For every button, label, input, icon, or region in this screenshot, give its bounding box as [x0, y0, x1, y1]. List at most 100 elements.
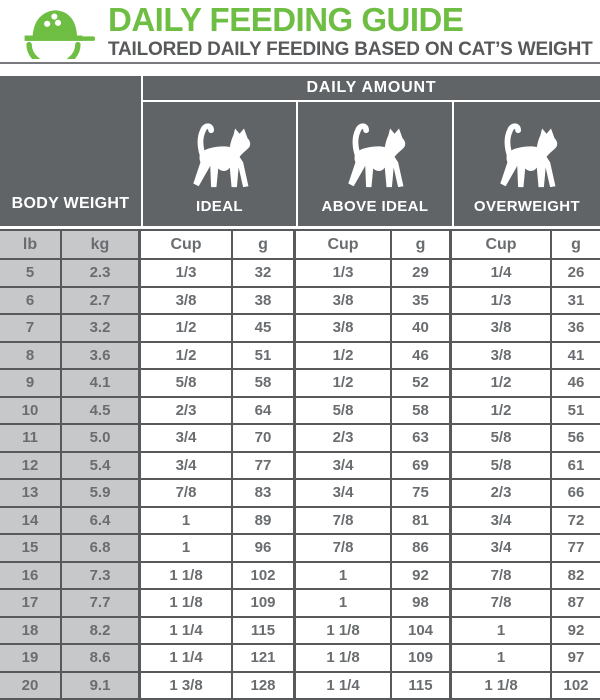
- cat-icon: [192, 123, 250, 188]
- weight-category-groups: IDEAL ABOVE IDEAL OVERWEIGHT: [143, 102, 600, 226]
- table-cell: 77: [552, 535, 600, 563]
- table-cell: 1 1/4: [141, 617, 233, 645]
- group-above-ideal: ABOVE IDEAL: [298, 102, 452, 226]
- table-cell: 3/4: [452, 507, 552, 535]
- table-cell: 5/8: [452, 425, 552, 453]
- table-cell: 51: [233, 342, 296, 370]
- table-cell: 61: [552, 452, 600, 480]
- table-cell: 1/2: [296, 370, 392, 398]
- feeding-table: lb kg Cup g Cup g Cup g 5 2.3 1/3 32 1/3 29 1/4 26 6 2.7 3…: [0, 229, 600, 700]
- column-header-cell: g: [392, 231, 452, 260]
- table-cell: 45: [233, 315, 296, 343]
- table-cell: 12: [0, 452, 62, 480]
- table-cell: 3/4: [296, 480, 392, 508]
- table-cell: 31: [552, 287, 600, 315]
- table-cell: 17: [0, 590, 62, 618]
- table-cell: 5.4: [62, 452, 141, 480]
- table-cell: 3/8: [296, 287, 392, 315]
- table-cell: 83: [233, 480, 296, 508]
- table-cell: 1/2: [141, 342, 233, 370]
- table-cell: 1: [296, 590, 392, 618]
- column-header-cell: Cup: [141, 231, 233, 260]
- table-cell: 1 1/8: [141, 590, 233, 618]
- table-cell: 3.6: [62, 342, 141, 370]
- page-subtitle: TAILORED DAILY FEEDING BASED ON CAT’S WE…: [108, 39, 593, 60]
- group-label-overweight: OVERWEIGHT: [473, 198, 581, 215]
- table-cell: 2/3: [296, 425, 392, 453]
- group-overweight: OVERWEIGHT: [454, 102, 600, 226]
- table-cell: 19: [0, 645, 62, 673]
- table-cell: 1/4: [452, 260, 552, 288]
- table-cell: 72: [552, 507, 600, 535]
- table-cell: 36: [552, 315, 600, 343]
- table-cell: 63: [392, 425, 452, 453]
- table-cell: 98: [392, 590, 452, 618]
- table-cell: 5/8: [296, 397, 392, 425]
- table-cell: 9.1: [62, 672, 141, 700]
- table-cell: 26: [552, 260, 600, 288]
- table-cell: 1 1/8: [452, 672, 552, 700]
- food-bowl-icon: [24, 10, 96, 59]
- column-header-cell: Cup: [452, 231, 552, 260]
- table-cell: 89: [233, 507, 296, 535]
- table-cell: 92: [552, 617, 600, 645]
- table-cell: 75: [392, 480, 452, 508]
- group-divider: [296, 102, 298, 226]
- table-cell: 7.3: [62, 562, 141, 590]
- group-label-above-ideal: ABOVE IDEAL: [321, 198, 429, 215]
- table-cell: 40: [392, 315, 452, 343]
- table-cell: 5/8: [452, 452, 552, 480]
- header-titles: DAILY FEEDING GUIDE TAILORED DAILY FEEDI…: [108, 3, 593, 61]
- body-weight-header: BODY WEIGHT: [11, 195, 130, 212]
- table-cell: 6: [0, 287, 62, 315]
- table-cell: 35: [392, 287, 452, 315]
- column-header-cell: g: [552, 231, 600, 260]
- table-cell: 82: [552, 562, 600, 590]
- table-cell: 121: [233, 645, 296, 673]
- table-cell: 1 1/8: [296, 617, 392, 645]
- table-cell: 81: [392, 507, 452, 535]
- table-cell: 7/8: [452, 590, 552, 618]
- table-cell: 3/8: [296, 315, 392, 343]
- table-cell: 4.5: [62, 397, 141, 425]
- table-cell: 1: [452, 617, 552, 645]
- table-cell: 2/3: [141, 397, 233, 425]
- table-cell: 7/8: [452, 562, 552, 590]
- table-cell: 3.2: [62, 315, 141, 343]
- table-cell: 18: [0, 617, 62, 645]
- table-cell: 46: [392, 342, 452, 370]
- daily-amount-header: DAILY AMOUNT: [143, 76, 600, 102]
- table-cell: 2/3: [452, 480, 552, 508]
- table-cell: 5.9: [62, 480, 141, 508]
- table-cell: 56: [552, 425, 600, 453]
- table-cell: 6.4: [62, 507, 141, 535]
- table-cell: 77: [233, 452, 296, 480]
- table-cell: 69: [392, 452, 452, 480]
- table-cell: 115: [233, 617, 296, 645]
- table-cell: 1 1/4: [296, 672, 392, 700]
- table-cell: 2.3: [62, 260, 141, 288]
- table-cell: 9: [0, 370, 62, 398]
- header-divider: [0, 62, 600, 64]
- group-ideal: IDEAL: [143, 102, 296, 226]
- table-cell: 102: [233, 562, 296, 590]
- table-cell: 20: [0, 672, 62, 700]
- group-label-ideal: IDEAL: [196, 198, 243, 215]
- table-cell: 1: [141, 535, 233, 563]
- table-cell: 1 1/8: [296, 645, 392, 673]
- banner-divider: [141, 76, 143, 226]
- table-cell: 109: [392, 645, 452, 673]
- table-cell: 11: [0, 425, 62, 453]
- table-cell: 1/2: [452, 397, 552, 425]
- table-cell: 41: [552, 342, 600, 370]
- table-cell: 51: [552, 397, 600, 425]
- cat-icon: [500, 123, 558, 188]
- cat-icon: [348, 123, 406, 188]
- table-cell: 1/3: [141, 260, 233, 288]
- table-cell: 6.8: [62, 535, 141, 563]
- table-cell: 115: [392, 672, 452, 700]
- table-cell: 66: [552, 480, 600, 508]
- table-cell: 3/4: [141, 452, 233, 480]
- table-cell: 38: [233, 287, 296, 315]
- table-cell: 3/8: [452, 342, 552, 370]
